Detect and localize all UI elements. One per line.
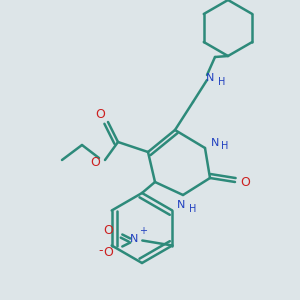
Text: N: N	[211, 138, 219, 148]
Text: O: O	[103, 224, 113, 237]
Text: +: +	[139, 226, 147, 236]
Text: N: N	[130, 233, 139, 244]
Text: -: -	[98, 244, 103, 257]
Text: N: N	[206, 73, 214, 83]
Text: N: N	[177, 200, 185, 210]
Text: O: O	[103, 246, 113, 259]
Text: H: H	[189, 204, 197, 214]
Text: O: O	[240, 176, 250, 188]
Text: O: O	[95, 107, 105, 121]
Text: O: O	[90, 155, 100, 169]
Text: H: H	[221, 141, 229, 151]
Text: H: H	[218, 77, 226, 87]
